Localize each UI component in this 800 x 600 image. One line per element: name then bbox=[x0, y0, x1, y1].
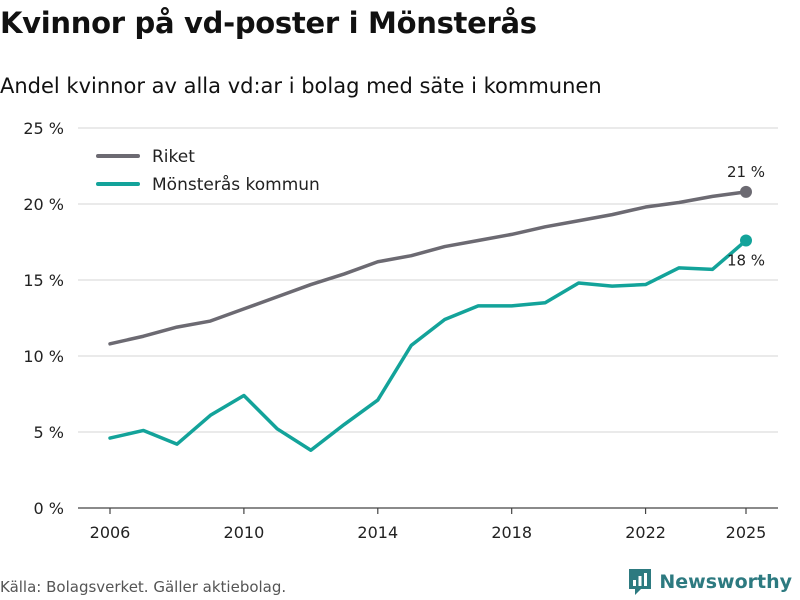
x-tick-label: 2022 bbox=[625, 523, 666, 542]
series-end-point-0 bbox=[740, 185, 752, 198]
legend-label-1: Mönsterås kommun bbox=[152, 174, 320, 195]
x-tick-label: 2018 bbox=[491, 523, 532, 542]
brand-name: Newsworthy bbox=[659, 571, 792, 593]
series-end-label-0: 21 % bbox=[727, 163, 765, 181]
y-axis: 0 % 5 % 10 % 15 % 20 % 25 % bbox=[23, 119, 64, 518]
chart-subtitle: Andel kvinnor av alla vd:ar i bolag med … bbox=[0, 74, 602, 98]
y-tick-label: 10 % bbox=[23, 347, 64, 366]
legend-label-0: Riket bbox=[152, 147, 195, 167]
source-note: Källa: Bolagsverket. Gäller aktiebolag. bbox=[0, 578, 287, 596]
series-end-point-1 bbox=[740, 234, 752, 247]
y-tick-label: 25 % bbox=[23, 119, 64, 138]
y-tick-label: 5 % bbox=[34, 423, 64, 442]
y-tick-label: 0 % bbox=[34, 499, 64, 518]
grid-lines bbox=[78, 127, 778, 509]
series-line-0 bbox=[108, 190, 748, 346]
series-end-label-1: 18 % bbox=[727, 251, 765, 269]
y-tick-label: 20 % bbox=[23, 195, 64, 214]
y-tick-label: 15 % bbox=[23, 271, 64, 290]
x-tick-label: 2025 bbox=[726, 523, 767, 542]
chart-title: Kvinnor på vd-poster i Mönsterås bbox=[0, 6, 537, 40]
series-line-1 bbox=[108, 238, 748, 452]
x-tick-label: 2010 bbox=[224, 523, 265, 542]
x-tick-label: 2006 bbox=[90, 523, 131, 542]
legend: Riket Mönsterås kommun bbox=[96, 147, 320, 195]
series-group: 21 % 18 % bbox=[108, 163, 765, 452]
brand-logo: Newsworthy bbox=[627, 567, 792, 597]
newsworthy-logo-icon bbox=[629, 569, 652, 595]
x-tick-label: 2014 bbox=[357, 523, 398, 542]
x-axis: 2006 2010 2014 2018 2022 2025 bbox=[90, 508, 767, 542]
